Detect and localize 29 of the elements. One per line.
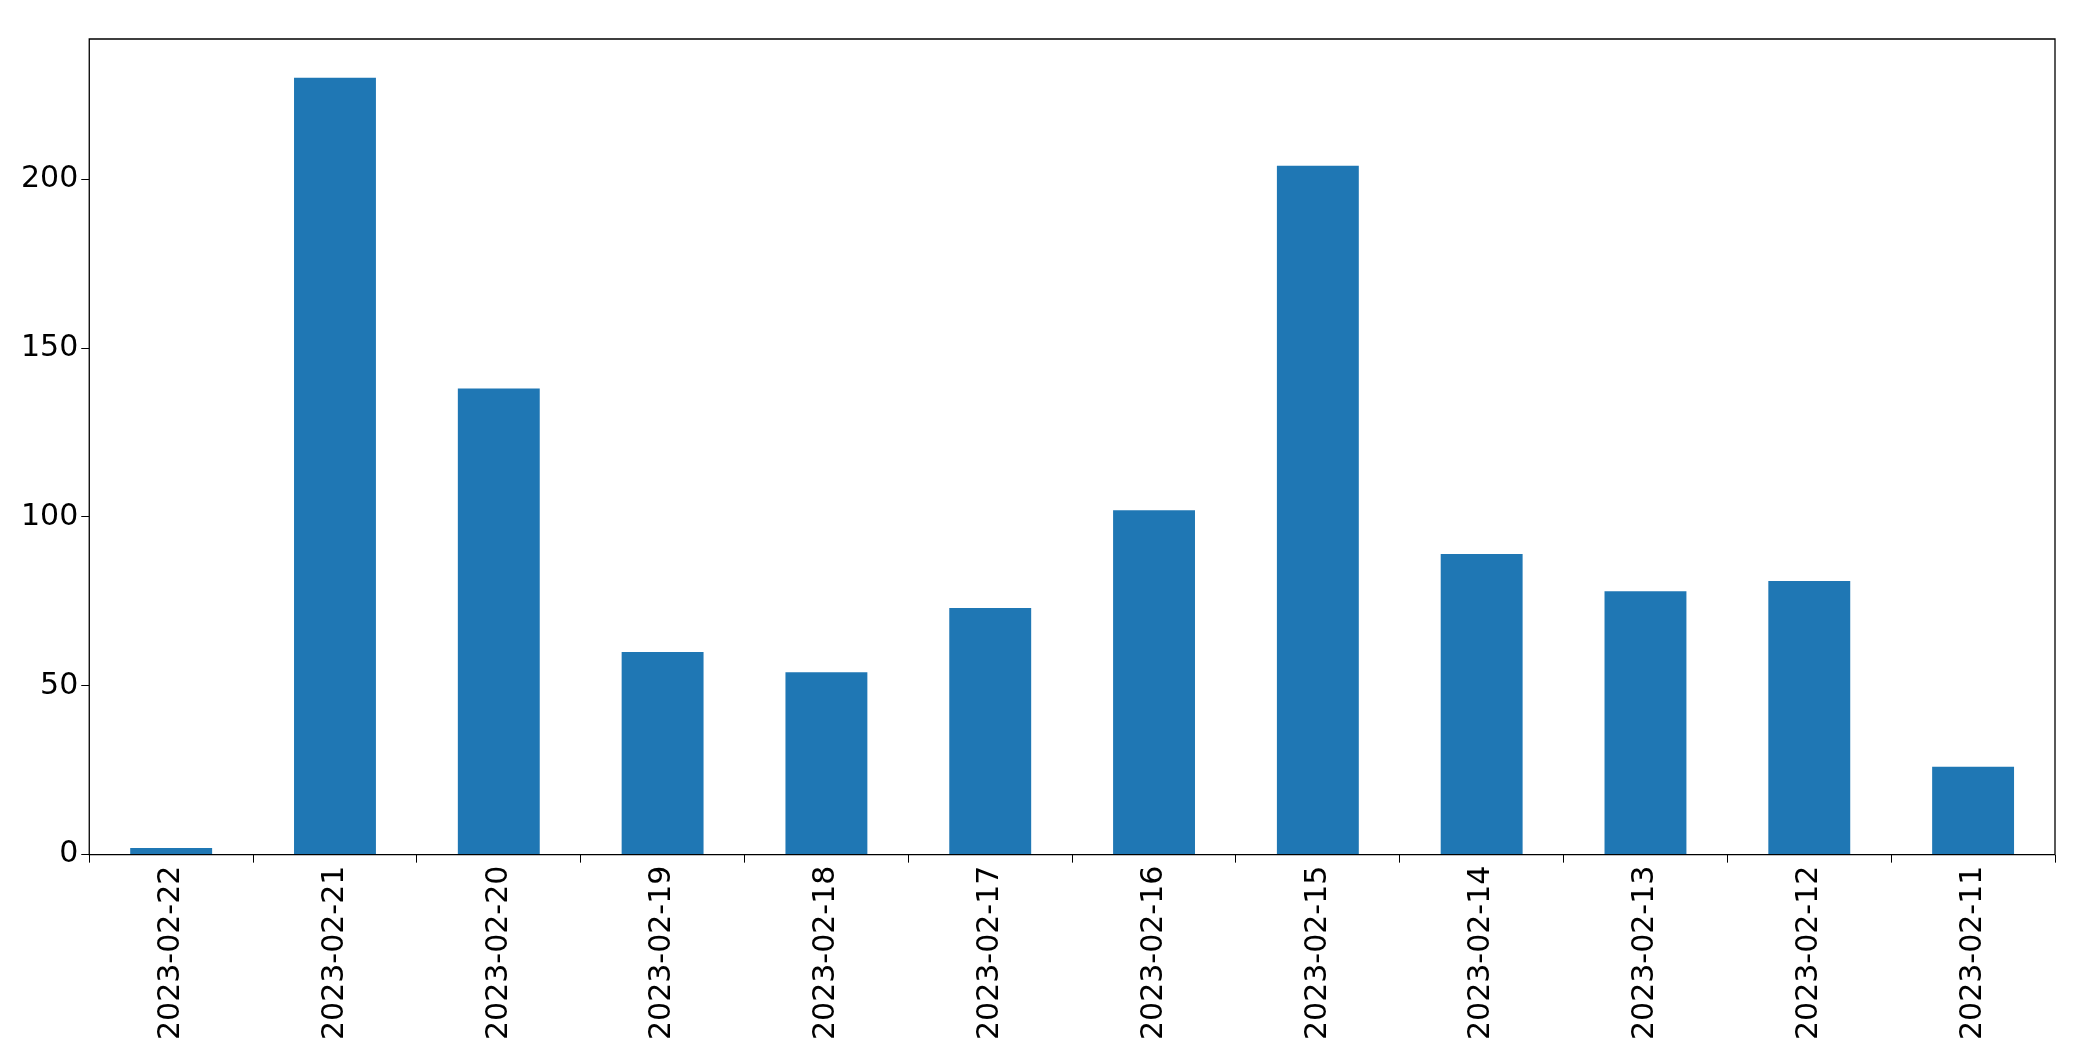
x-tick-label: 2023-02-20 (478, 865, 514, 1041)
y-tick-label: 0 (59, 834, 79, 870)
x-tick-label: 2023-02-16 (1133, 865, 1169, 1041)
bar (1440, 554, 1523, 855)
x-tick-label: 2023-02-22 (150, 865, 186, 1041)
bar (130, 847, 213, 855)
x-tick-label: 2023-02-13 (1625, 865, 1661, 1041)
x-tick-label: 2023-02-12 (1789, 865, 1825, 1041)
x-tick-label: 2023-02-21 (314, 865, 350, 1041)
x-tick-label: 2023-02-14 (1461, 865, 1497, 1041)
bar (785, 672, 868, 855)
x-tick-label: 2023-02-15 (1297, 865, 1333, 1041)
x-tick-label: 2023-02-11 (1952, 865, 1988, 1041)
x-tick-label: 2023-02-19 (642, 865, 678, 1041)
bar (949, 608, 1032, 855)
bar (1604, 591, 1687, 855)
y-tick-label: 50 (40, 665, 79, 701)
bar (457, 388, 540, 855)
bar (621, 652, 704, 855)
x-tick-label: 2023-02-18 (806, 865, 842, 1041)
bar (1113, 510, 1195, 855)
y-tick-label: 100 (21, 496, 79, 532)
bar (1276, 165, 1359, 855)
bar (1768, 581, 1851, 855)
y-tick-label: 200 (21, 158, 79, 194)
x-tick-label: 2023-02-17 (970, 865, 1006, 1041)
y-tick-label: 150 (21, 327, 79, 363)
bar (294, 77, 376, 855)
bar (1932, 766, 2015, 855)
